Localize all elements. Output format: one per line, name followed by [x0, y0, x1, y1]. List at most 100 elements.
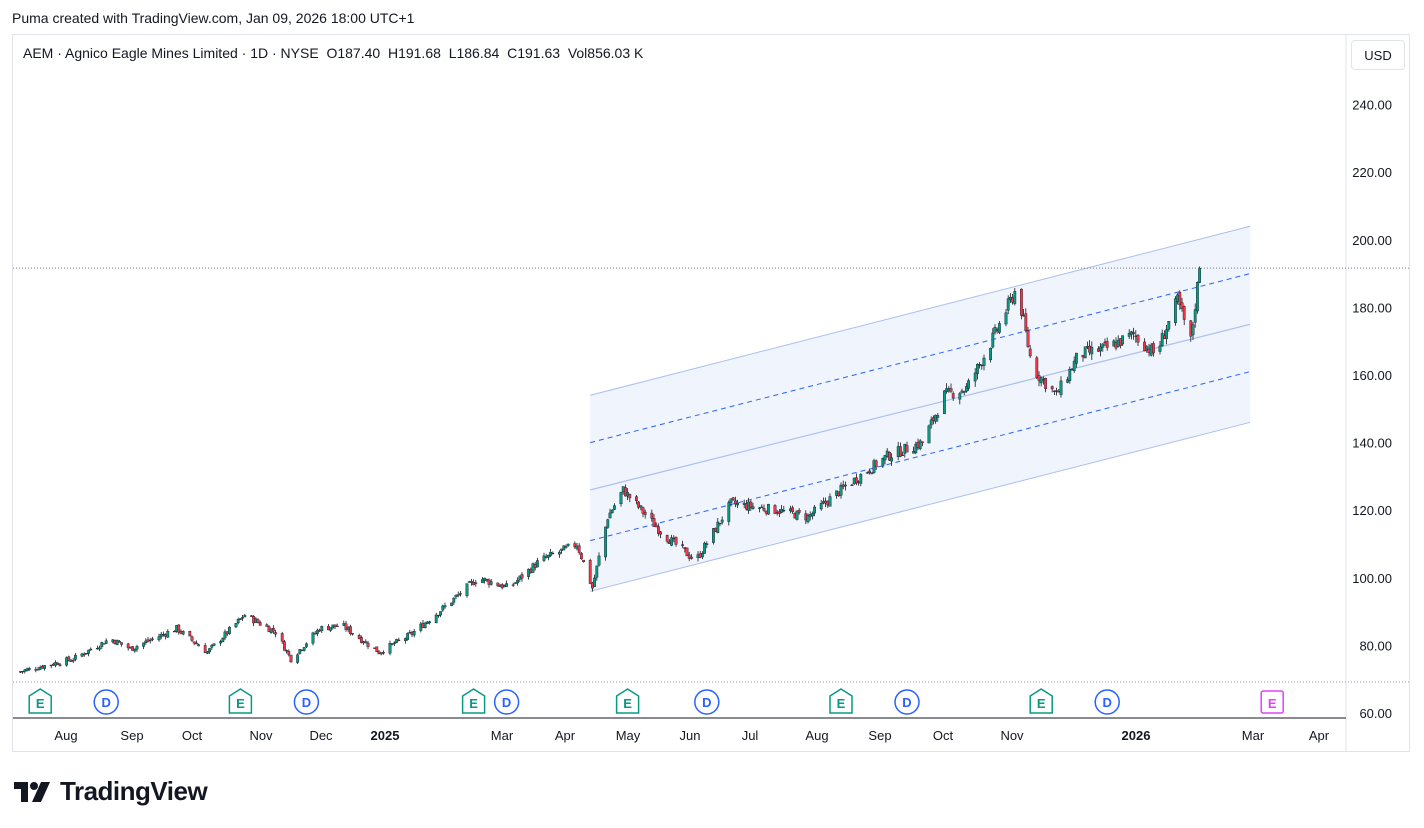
candle — [566, 543, 570, 547]
candle — [758, 507, 762, 513]
svg-text:D: D — [102, 695, 111, 710]
candle — [751, 502, 755, 510]
candle-body — [208, 648, 211, 653]
candle — [188, 630, 192, 637]
regression-channel[interactable] — [590, 225, 1251, 592]
candle — [914, 441, 918, 455]
candle-body — [203, 645, 207, 654]
candle-body — [397, 639, 401, 641]
candle — [734, 496, 737, 508]
candle — [641, 506, 645, 518]
candle-body — [241, 617, 244, 619]
candle-body — [899, 446, 902, 457]
candle-body — [49, 664, 53, 667]
candle — [811, 511, 814, 520]
channel-lower-line — [590, 421, 1251, 592]
candle — [936, 413, 940, 422]
candle-body — [313, 633, 317, 635]
candle — [973, 368, 977, 387]
candle — [144, 638, 148, 645]
candle-body — [71, 660, 75, 662]
currency-button[interactable]: USD — [1351, 40, 1405, 70]
candle — [428, 620, 431, 625]
candle-body — [705, 543, 709, 546]
candle-body — [588, 560, 592, 584]
candle-body — [1020, 288, 1023, 316]
candle-body — [973, 372, 977, 382]
candle — [890, 453, 894, 466]
candle-body — [316, 629, 319, 634]
candle-body — [283, 641, 286, 651]
candle-body — [36, 669, 40, 671]
candle — [285, 649, 288, 654]
candle-body — [1151, 343, 1155, 354]
dividend-marker: D — [894, 689, 920, 715]
candle-body — [665, 535, 669, 542]
close-label: C — [507, 45, 518, 61]
candle — [443, 602, 447, 609]
candle-body — [949, 388, 953, 392]
candle-body — [177, 624, 181, 633]
y-tick-label: 140.00 — [1352, 436, 1392, 451]
candle-body — [1083, 346, 1087, 359]
candle — [135, 644, 139, 652]
candle — [855, 473, 858, 486]
candle-body — [580, 553, 583, 560]
candle — [1020, 288, 1023, 320]
candle — [441, 604, 445, 612]
candle-body — [285, 650, 288, 652]
candle — [382, 650, 385, 655]
candle — [582, 559, 586, 563]
candle-body — [454, 595, 458, 598]
symbol-name[interactable]: AEM · Agnico Eagle Mines Limited · 1D · … — [23, 45, 319, 61]
candle — [1145, 345, 1149, 353]
candle — [489, 578, 493, 586]
candle-body — [102, 643, 106, 645]
candle-body — [1132, 332, 1136, 334]
candle-body — [69, 660, 73, 662]
candle-body — [474, 582, 478, 584]
candle — [1059, 376, 1063, 398]
candle — [720, 516, 724, 525]
candle — [366, 640, 370, 650]
candle — [265, 623, 269, 627]
candle-body — [1198, 267, 1202, 283]
candle-body — [459, 593, 462, 595]
candle — [967, 378, 971, 391]
y-tick-label: 200.00 — [1352, 233, 1392, 248]
candle — [126, 642, 130, 651]
candle-body — [43, 665, 47, 669]
channel-fill — [590, 226, 1251, 592]
candle — [868, 468, 872, 475]
candle-body — [890, 457, 894, 462]
candle — [465, 583, 469, 598]
candle — [650, 509, 654, 522]
candle — [516, 577, 520, 586]
candle-body — [395, 639, 398, 643]
candle — [982, 354, 986, 371]
candle — [142, 642, 145, 650]
candle — [760, 504, 764, 508]
candle — [558, 550, 561, 558]
y-tick-label: 220.00 — [1352, 165, 1392, 180]
candle-body — [1173, 298, 1177, 324]
tradingview-logo[interactable]: TradingView — [14, 776, 208, 807]
candle-body — [197, 644, 200, 647]
candle — [665, 534, 669, 544]
candle-body — [703, 542, 707, 554]
candle — [962, 390, 966, 396]
svg-text:E: E — [837, 696, 846, 711]
candle-body — [1127, 332, 1131, 337]
candle — [749, 500, 753, 511]
candle — [687, 552, 691, 562]
candle-body — [344, 623, 348, 630]
candle-body — [918, 440, 922, 449]
candle — [390, 643, 394, 646]
y-tick-label: 180.00 — [1352, 300, 1392, 315]
earnings-marker: E — [228, 688, 253, 714]
candle — [690, 554, 693, 560]
candle — [320, 625, 324, 633]
candle-body — [1035, 357, 1039, 378]
candle — [1132, 327, 1136, 340]
